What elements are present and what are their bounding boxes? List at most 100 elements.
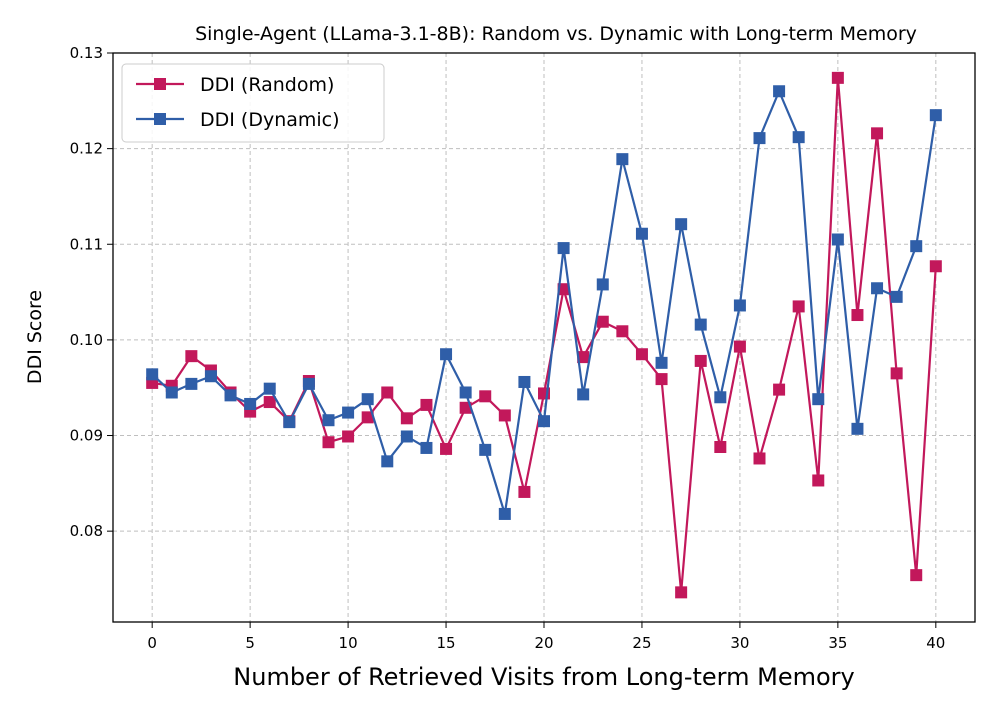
x-tick-label: 10	[339, 634, 358, 652]
data-point-ddi-random	[322, 436, 335, 449]
y-axis-label: DDI Score	[24, 290, 46, 384]
series-layer	[146, 71, 942, 599]
data-point-ddi-dynamic	[538, 415, 550, 428]
data-point-ddi-random	[263, 396, 276, 409]
data-point-ddi-dynamic	[753, 132, 766, 145]
data-point-ddi-dynamic	[302, 377, 315, 390]
data-point-ddi-dynamic	[518, 375, 531, 388]
data-point-ddi-dynamic	[498, 507, 511, 520]
data-point-ddi-dynamic	[244, 397, 257, 410]
data-point-ddi-dynamic	[204, 370, 217, 383]
legend-marker-random	[154, 78, 166, 90]
data-point-ddi-random	[929, 260, 942, 273]
data-point-ddi-random	[459, 401, 472, 414]
x-tick-label: 35	[828, 634, 847, 652]
legend: DDI (Random) DDI (Dynamic)	[121, 63, 385, 143]
data-point-ddi-random	[596, 315, 609, 328]
data-point-ddi-dynamic	[146, 368, 159, 381]
data-point-ddi-dynamic	[792, 131, 805, 144]
legend-label-dynamic: DDI (Dynamic)	[200, 109, 340, 131]
data-point-ddi-dynamic	[851, 422, 864, 435]
x-axis-label: Number of Retrieved Visits from Long-ter…	[233, 663, 854, 691]
data-point-ddi-dynamic	[577, 388, 590, 401]
legend-label-random: DDI (Random)	[200, 74, 334, 96]
data-point-ddi-dynamic	[479, 443, 492, 456]
y-tick-label: 0.13	[70, 44, 103, 62]
y-tick-label: 0.11	[70, 235, 103, 253]
data-point-ddi-random	[479, 390, 492, 403]
data-point-ddi-dynamic	[929, 109, 942, 122]
data-point-ddi-dynamic	[165, 386, 178, 399]
data-point-ddi-random	[381, 386, 394, 399]
y-tick-label: 0.10	[70, 331, 103, 349]
data-point-ddi-random	[773, 383, 786, 396]
data-point-ddi-random	[890, 367, 903, 380]
data-point-ddi-dynamic	[733, 299, 746, 312]
series-ddi-dynamic	[146, 85, 942, 520]
data-point-ddi-random	[635, 348, 648, 361]
grid-lines	[113, 52, 975, 622]
data-point-ddi-dynamic	[616, 153, 629, 166]
data-point-ddi-dynamic	[224, 389, 237, 402]
x-tick-label: 40	[926, 634, 945, 652]
y-tick-label: 0.12	[70, 140, 103, 158]
y-tick-label: 0.08	[70, 522, 103, 540]
data-point-ddi-dynamic	[596, 278, 609, 291]
legend-marker-dynamic	[154, 113, 166, 125]
data-point-ddi-dynamic	[910, 240, 923, 253]
data-point-ddi-random	[675, 586, 688, 599]
data-point-ddi-random	[400, 412, 413, 425]
data-point-ddi-random	[792, 300, 805, 313]
x-tick-label: 25	[632, 634, 651, 652]
data-point-ddi-dynamic	[675, 218, 688, 231]
legend-box	[121, 63, 385, 143]
data-point-ddi-random	[910, 569, 923, 582]
y-tick-label: 0.09	[70, 427, 103, 445]
data-point-ddi-random	[733, 340, 746, 353]
data-point-ddi-random	[714, 441, 727, 453]
data-point-ddi-random	[420, 398, 433, 411]
data-point-ddi-random	[871, 127, 884, 140]
data-point-ddi-dynamic	[655, 356, 668, 369]
data-point-ddi-random	[831, 71, 844, 84]
x-tick-label: 5	[245, 634, 255, 652]
data-point-ddi-dynamic	[812, 393, 825, 406]
data-point-ddi-dynamic	[361, 393, 374, 406]
x-tick-label: 15	[436, 634, 455, 652]
data-point-ddi-random	[616, 325, 629, 338]
data-point-ddi-dynamic	[263, 382, 276, 395]
data-point-ddi-dynamic	[440, 348, 453, 361]
data-point-ddi-dynamic	[283, 416, 296, 429]
data-point-ddi-dynamic	[694, 318, 707, 331]
data-point-ddi-dynamic	[635, 227, 648, 240]
data-point-ddi-random	[342, 430, 355, 443]
data-point-ddi-random	[577, 351, 590, 364]
data-point-ddi-dynamic	[420, 441, 433, 454]
data-point-ddi-dynamic	[871, 282, 884, 295]
data-point-ddi-random	[812, 474, 825, 487]
data-point-ddi-dynamic	[342, 406, 355, 419]
data-point-ddi-dynamic	[831, 233, 844, 246]
data-point-ddi-random	[655, 373, 668, 386]
x-tick-label: 20	[534, 634, 553, 652]
x-tick-label: 0	[147, 634, 157, 652]
axes: 0 5 10 15 20 25 30 35 40 0.08 0.09 0.10 0.11 0.12 0.13	[70, 44, 946, 652]
data-point-ddi-dynamic	[381, 455, 394, 468]
data-point-ddi-dynamic	[185, 377, 198, 390]
x-tick-label: 30	[730, 634, 749, 652]
data-point-ddi-random	[851, 309, 864, 322]
data-point-ddi-random	[753, 452, 766, 465]
data-point-ddi-dynamic	[557, 242, 570, 255]
data-point-ddi-random	[361, 411, 374, 424]
data-point-ddi-dynamic	[322, 414, 335, 427]
data-point-ddi-random	[557, 283, 570, 296]
data-point-ddi-dynamic	[400, 430, 413, 443]
data-point-ddi-dynamic	[459, 386, 472, 399]
data-point-ddi-dynamic	[890, 290, 903, 303]
data-point-ddi-random	[498, 409, 511, 422]
data-point-ddi-random	[518, 485, 531, 498]
data-point-ddi-dynamic	[714, 391, 727, 404]
data-point-ddi-random	[185, 350, 198, 363]
chart-title: Single-Agent (LLama-3.1-8B): Random vs. …	[195, 23, 917, 45]
